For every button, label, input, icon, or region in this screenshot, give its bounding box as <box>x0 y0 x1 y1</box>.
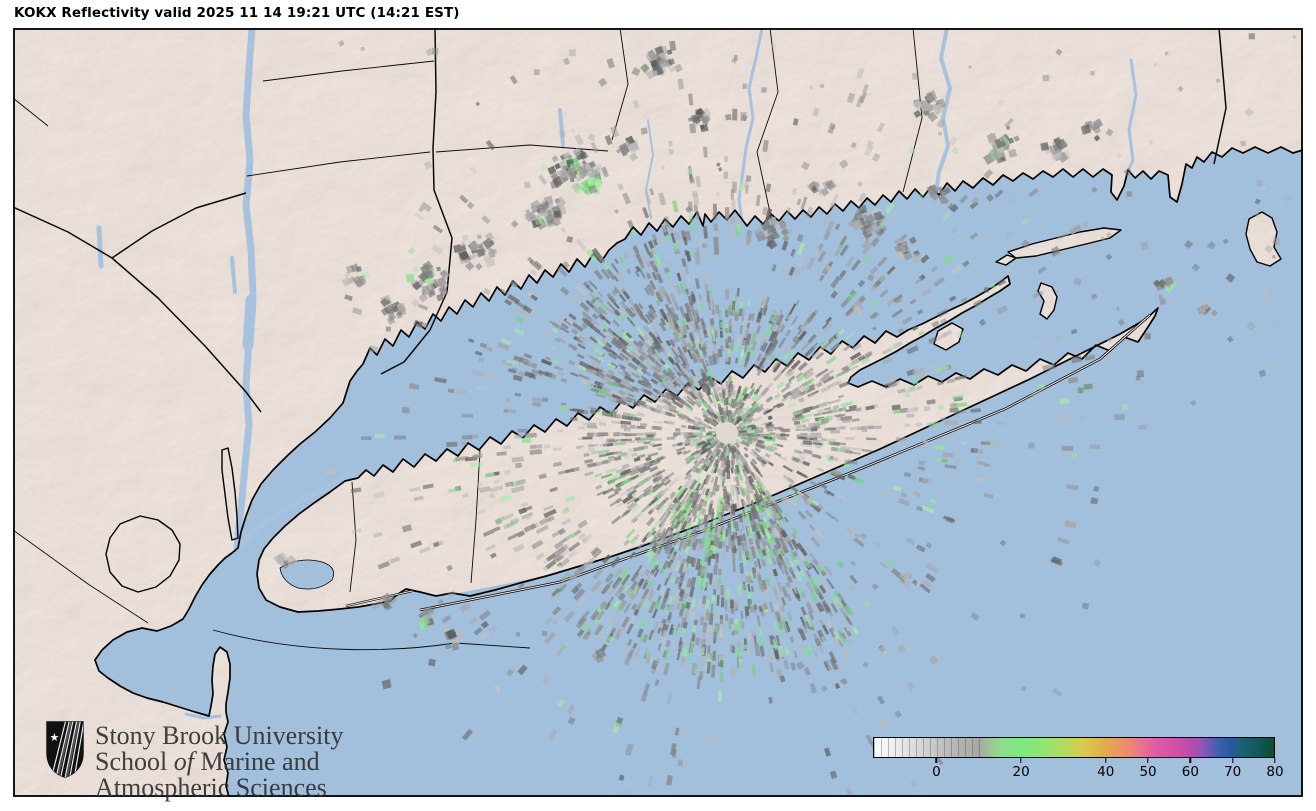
candlewood-lake <box>558 108 565 147</box>
page-title: KOKX Reflectivity valid 2025 11 14 19:21… <box>14 5 460 21</box>
branding-text: Stony Brook University School of Marine … <box>95 723 343 801</box>
navesink-river <box>184 712 222 720</box>
branding-line2: School of Marine and <box>95 747 320 776</box>
shield-star: ★ <box>49 731 59 744</box>
manhattan-island <box>222 448 238 540</box>
county-boundaries <box>13 28 923 651</box>
stony-brook-shield-icon: ★ <box>46 721 84 778</box>
hudson-wide <box>242 294 257 351</box>
colorbar-steps-overlay <box>874 738 982 757</box>
thames-river <box>1126 58 1138 174</box>
fishers-island <box>1008 228 1121 258</box>
branding-line3: Atmospheric Sciences <box>95 773 327 802</box>
block-island <box>1246 212 1281 266</box>
map-svg <box>13 28 1303 797</box>
coastlines <box>94 146 1303 797</box>
state-boundaries <box>13 28 1227 413</box>
connecticut-river <box>934 28 952 196</box>
rivers <box>96 28 1138 720</box>
reflectivity-colorbar <box>873 737 1275 758</box>
greenwood-lake <box>96 225 104 269</box>
housatonic-river <box>737 28 764 222</box>
barrier-islands <box>345 314 1151 612</box>
staten-island <box>106 516 180 592</box>
jamaica-bay <box>279 559 335 590</box>
branding-line1: Stony Brook University <box>95 721 344 750</box>
radar-reflectivity-speckles <box>273 33 1297 796</box>
radar-site-center <box>716 422 738 444</box>
map-border <box>13 28 1303 797</box>
mainland-landmass <box>13 28 1303 797</box>
radar-map <box>13 28 1303 797</box>
branding-block: ★ Stony Brook University School of Marin… <box>44 719 343 801</box>
plum-island <box>996 255 1016 265</box>
east-river <box>237 469 355 548</box>
lake-small <box>230 256 237 294</box>
colorbar-gradient <box>874 738 1274 757</box>
